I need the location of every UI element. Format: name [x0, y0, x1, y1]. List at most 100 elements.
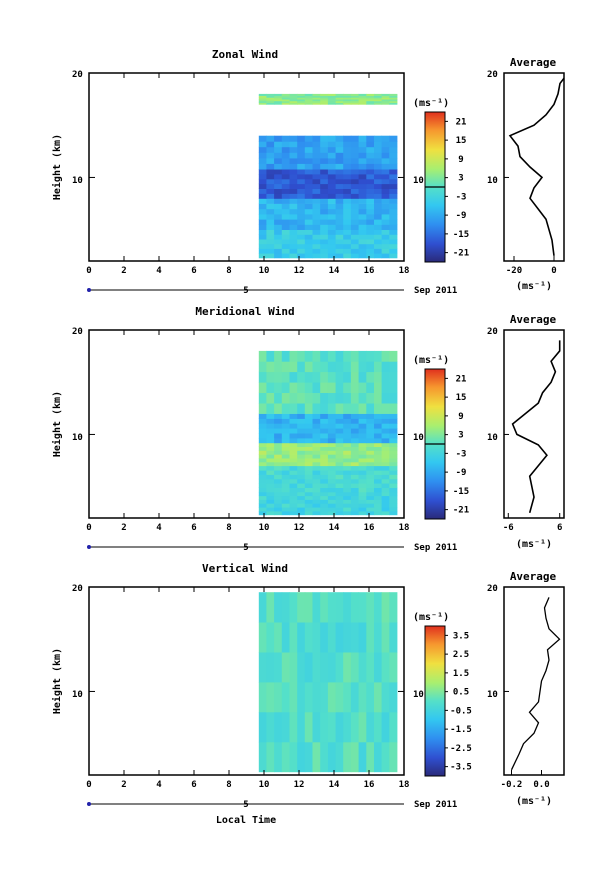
- heatmap-cell: [289, 371, 298, 383]
- heatmap-cell: [374, 470, 383, 475]
- heatmap-cell: [343, 224, 352, 230]
- heatmap-cell: [274, 403, 283, 414]
- heatmap-cell: [312, 423, 321, 429]
- heatmap-cell: [335, 178, 344, 185]
- heatmap-cell: [335, 413, 344, 419]
- heatmap-cell: [366, 487, 375, 493]
- heatmap-cell: [258, 474, 267, 480]
- colorbar-tick-label: -3: [456, 449, 467, 459]
- heatmap-cell: [389, 483, 398, 488]
- heatmap-cell: [274, 437, 283, 444]
- heatmap-cell: [289, 495, 298, 500]
- avg-x-tick-label: -6: [503, 523, 514, 533]
- colorbar-tick-label: 21: [456, 374, 467, 384]
- heatmap-cell: [335, 428, 344, 434]
- heatmap-cell: [350, 229, 359, 235]
- colorbar-tick-label: -3.5: [450, 763, 472, 773]
- heatmap-cell: [366, 102, 375, 105]
- heatmap-cell: [266, 433, 275, 439]
- heatmap-cell: [343, 248, 352, 254]
- heatmap-cell: [343, 423, 352, 429]
- heatmap-cell: [297, 198, 306, 204]
- heatmap-cell: [304, 499, 313, 504]
- heatmap-cell: [343, 183, 352, 189]
- heatmap-cell: [312, 174, 321, 180]
- panel-title: Vertical Wind: [202, 562, 288, 575]
- heatmap-cell: [327, 499, 336, 504]
- heatmap-cell: [389, 423, 398, 429]
- avg-y-tick: 10: [487, 690, 498, 700]
- heatmap-cell: [381, 193, 390, 199]
- heatmap-cell: [281, 413, 290, 419]
- heatmap-cell: [389, 428, 398, 434]
- heatmap-cell: [274, 503, 283, 508]
- heatmap-cell: [343, 392, 352, 404]
- average-frame: [503, 72, 565, 262]
- heatmap-cell: [266, 248, 275, 254]
- heatmap-cell: [350, 503, 359, 508]
- heatmap-cell: [312, 682, 321, 713]
- heatmap-cell: [381, 458, 390, 463]
- heatmap-cell: [335, 99, 344, 102]
- heatmap-cell: [343, 99, 352, 102]
- heatmap-cell: [320, 712, 329, 743]
- heatmap-cell: [297, 507, 306, 512]
- heatmap-cell: [374, 478, 383, 484]
- heatmap-cell: [304, 507, 313, 512]
- heatmap-cell: [335, 446, 344, 451]
- heatmap-cell: [374, 178, 383, 185]
- heatmap-cell: [281, 141, 290, 148]
- heatmap-cell: [266, 198, 275, 204]
- heatmap-cell: [274, 183, 283, 189]
- heatmap-cell: [350, 511, 359, 516]
- heatmap-cell: [335, 495, 344, 500]
- heatmap-cell: [312, 495, 321, 500]
- heatmap-cell: [327, 392, 336, 404]
- heatmap-cell: [327, 152, 336, 159]
- heatmap-cell: [374, 152, 383, 159]
- heatmap-cell: [358, 446, 367, 451]
- heatmap-cell: [358, 135, 367, 142]
- heatmap-cell: [335, 183, 344, 189]
- heatmap-cell: [358, 454, 367, 459]
- heatmap-cell: [327, 188, 336, 194]
- heatmap-cell: [258, 446, 267, 451]
- heatmap-cell: [281, 470, 290, 475]
- heatmap-cell: [289, 350, 298, 362]
- heatmap-cell: [389, 507, 398, 512]
- colorbar-tick-label: 21: [456, 117, 467, 127]
- heatmap-cell: [304, 437, 313, 444]
- heatmap-cell: [258, 682, 267, 713]
- heatmap-cell: [258, 239, 267, 245]
- heatmap-cell: [343, 465, 352, 471]
- heatmap-cell: [343, 234, 352, 240]
- heatmap-cell: [327, 243, 336, 249]
- heatmap-cell: [289, 454, 298, 459]
- heatmap-cell: [320, 450, 329, 455]
- x-tick-label: 8: [226, 266, 231, 276]
- heatmap-cell: [381, 214, 390, 220]
- heatmap-cell: [389, 392, 398, 404]
- avg-y-tick: 20: [487, 327, 498, 337]
- heatmap-cell: [320, 188, 329, 194]
- heatmap-cell: [297, 450, 306, 455]
- heatmap-cell: [389, 450, 398, 455]
- heatmap-cell: [281, 183, 290, 189]
- heatmap-cell: [289, 413, 298, 419]
- heatmap-cell: [389, 446, 398, 451]
- heatmap-cell: [350, 169, 359, 175]
- heatmap-cell: [381, 478, 390, 484]
- heatmap-cell: [381, 224, 390, 230]
- heatmap-cell: [289, 483, 298, 488]
- heatmap-cell: [327, 423, 336, 429]
- heatmap-cell: [381, 487, 390, 493]
- heatmap-cell: [343, 437, 352, 444]
- heatmap-cell: [381, 507, 390, 512]
- heatmap-cell: [304, 622, 313, 653]
- heatmap-cell: [374, 461, 383, 467]
- heatmap-cell: [289, 95, 298, 98]
- heatmap-cell: [358, 741, 367, 773]
- date-label: Sep 2011: [414, 800, 457, 810]
- heatmap-cell: [358, 461, 367, 467]
- heatmap-cell: [312, 146, 321, 153]
